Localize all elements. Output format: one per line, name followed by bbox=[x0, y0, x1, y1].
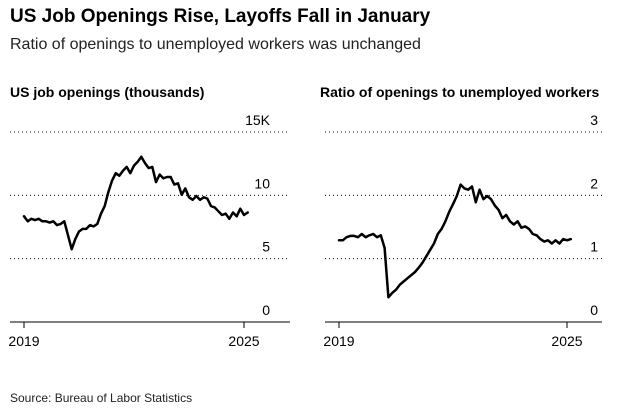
series-line bbox=[337, 183, 573, 299]
chart-subtitle: Ratio of openings to unemployed workers … bbox=[10, 36, 421, 53]
panel-title-job-openings: US job openings (thousands) bbox=[10, 84, 205, 100]
chart-title: US Job Openings Rise, Layoffs Fall in Ja… bbox=[10, 6, 431, 27]
y-tick-label: 0 bbox=[590, 302, 598, 318]
y-tick-label: 3 bbox=[590, 112, 598, 128]
y-tick-label: 10 bbox=[254, 175, 270, 191]
y-tick-label: 2 bbox=[590, 175, 598, 191]
x-tick-label: 2019 bbox=[323, 333, 354, 349]
y-tick-label: 15K bbox=[245, 112, 271, 128]
y-tick-label: 5 bbox=[262, 239, 270, 255]
y-tick-label: 1 bbox=[590, 239, 598, 255]
panel-title-ratio: Ratio of openings to unemployed workers bbox=[320, 84, 600, 100]
source-note: Source: Bureau of Labor Statistics bbox=[10, 391, 193, 405]
x-tick-label: 2025 bbox=[228, 333, 259, 349]
series-line bbox=[22, 155, 249, 251]
y-tick-label: 0 bbox=[262, 302, 270, 318]
x-tick-label: 2019 bbox=[8, 333, 39, 349]
x-tick-label: 2025 bbox=[551, 333, 582, 349]
